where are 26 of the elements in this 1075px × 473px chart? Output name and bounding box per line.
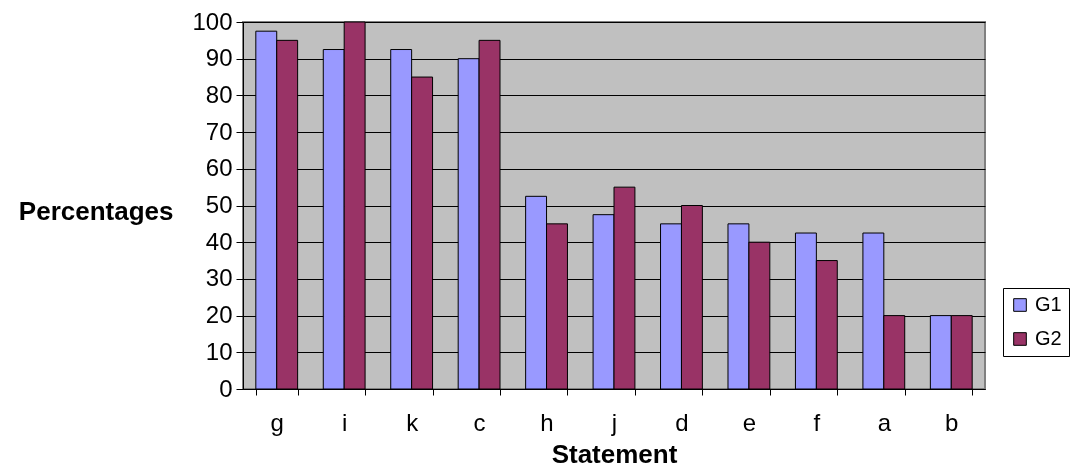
- y-tick-label: 10: [205, 337, 233, 365]
- x-tick-label: g: [270, 408, 284, 436]
- y-tick-label: 90: [205, 44, 233, 72]
- x-tick-label: h: [540, 408, 554, 436]
- y-tick-label: 20: [205, 301, 233, 329]
- y-tick-label: 70: [205, 117, 233, 145]
- y-tick-label: 30: [205, 264, 233, 292]
- y-tick-label: 40: [205, 227, 233, 255]
- x-tick-label: f: [813, 408, 821, 436]
- x-tick-label: e: [742, 408, 757, 436]
- y-axis-title: Percentages: [18, 196, 174, 226]
- x-tick-label: a: [877, 408, 892, 436]
- x-axis-title: Statement: [551, 438, 678, 469]
- x-tick-label: j: [610, 408, 618, 436]
- x-tick-label: k: [406, 408, 420, 436]
- x-tick-label: c: [473, 408, 486, 436]
- y-tick-label: 0: [219, 374, 233, 402]
- legend-label: G2: [1035, 327, 1062, 349]
- y-tick-label: 60: [205, 154, 233, 182]
- x-tick-label: b: [945, 408, 959, 436]
- y-tick-label: 80: [205, 80, 233, 108]
- legend-label: G1: [1035, 293, 1062, 315]
- y-tick-label: 50: [205, 191, 233, 218]
- x-tick-label: i: [342, 408, 348, 436]
- y-tick-label: 100: [192, 7, 233, 35]
- x-tick-label: d: [675, 408, 689, 436]
